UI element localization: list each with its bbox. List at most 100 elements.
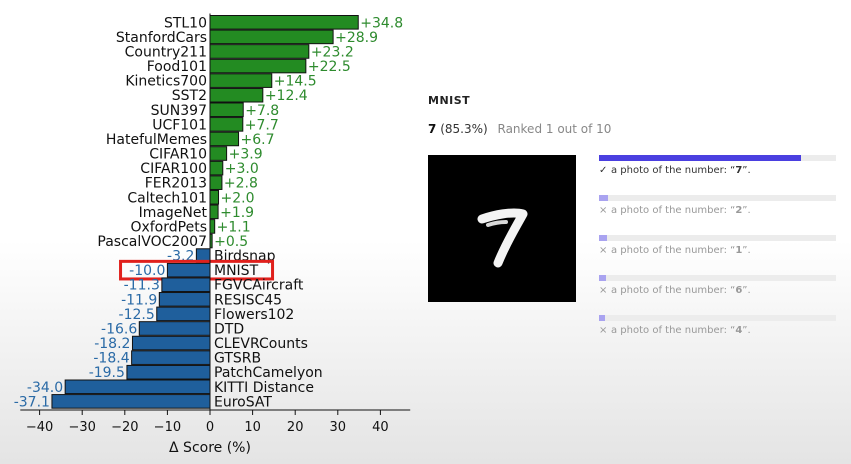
value-label: +1.1 xyxy=(217,219,251,235)
delta-score-bar-chart: STL10 +34.8 StanfordCars +28.9 Country211 +23… xyxy=(14,13,411,456)
value-label: -19.5 xyxy=(89,365,125,381)
caption-prefix: a photo of the number: “ xyxy=(611,245,736,256)
category-label: ImageNet xyxy=(139,205,208,221)
category-label: FER2013 xyxy=(145,176,207,192)
cross-icon: × xyxy=(599,325,608,336)
category-label: SUN397 xyxy=(151,103,207,119)
x-tick-label: 40 xyxy=(372,420,389,435)
value-label: -12.5 xyxy=(119,307,155,323)
value-label: +34.8 xyxy=(360,15,403,31)
bar-patchcamelyon xyxy=(126,364,211,380)
category-label: STL10 xyxy=(164,15,207,31)
score-bar xyxy=(599,235,608,241)
bar-caltech101 xyxy=(209,189,220,205)
caption-suffix: ”. xyxy=(742,245,751,256)
caption-label: ✓ a photo of the number: “7”. xyxy=(599,165,751,176)
value-label: +7.8 xyxy=(245,103,279,119)
bar-kinetics700 xyxy=(209,73,273,88)
mnist-digit-image xyxy=(428,155,576,302)
caption-label: × a photo of the number: “2”. xyxy=(599,205,751,216)
caption-value: 6 xyxy=(735,285,743,296)
dataset-title: MNIST xyxy=(428,94,471,107)
category-label: SST2 xyxy=(172,88,207,104)
bar-resisc45 xyxy=(158,292,211,307)
bar-sun397 xyxy=(209,102,244,118)
bar-cifar10 xyxy=(209,146,228,161)
score-bar xyxy=(599,275,607,281)
caption-prefix: a photo of the number: “ xyxy=(611,205,736,216)
category-label: DTD xyxy=(214,321,244,337)
x-tick-label: 10 xyxy=(244,420,261,435)
value-label: -16.6 xyxy=(101,321,137,337)
prediction-summary: 7 (85.3%) Ranked 1 out of 10 xyxy=(428,122,611,136)
score-track xyxy=(599,315,836,321)
bar-gtsrb xyxy=(131,350,211,365)
category-label: CIFAR100 xyxy=(140,161,207,177)
category-label: PascalVOC2007 xyxy=(97,234,207,250)
category-label: HatefulMemes xyxy=(106,132,207,148)
bar-mnist xyxy=(166,262,211,278)
caption-prefix: a photo of the number: “ xyxy=(611,165,736,176)
value-label: -34.0 xyxy=(27,380,63,396)
score-track xyxy=(599,155,836,161)
bar-flowers102 xyxy=(156,306,211,322)
bar-ucf101 xyxy=(209,117,244,132)
caption-label: × a photo of the number: “6”. xyxy=(599,285,751,296)
caption-prefix: a photo of the number: “ xyxy=(611,325,736,336)
value-label: +6.7 xyxy=(241,132,275,148)
bar-fgvcaircraft xyxy=(161,277,211,293)
caption-value: 1 xyxy=(735,245,743,256)
score-bar xyxy=(599,315,605,321)
value-label: +0.5 xyxy=(214,234,248,250)
bar-stanfordcars xyxy=(209,29,334,45)
value-label: -37.1 xyxy=(14,394,50,410)
prediction-confidence: (85.3%) xyxy=(440,122,488,136)
category-label: CIFAR10 xyxy=(149,147,207,163)
category-label: Flowers102 xyxy=(214,307,294,323)
category-label: UCF101 xyxy=(152,117,207,133)
bar-food101 xyxy=(209,58,307,74)
category-label: Caltech101 xyxy=(127,190,207,206)
category-label: RESISC45 xyxy=(214,292,282,308)
caption-prefix: a photo of the number: “ xyxy=(611,285,736,296)
bar-country211 xyxy=(209,44,310,59)
cross-icon: × xyxy=(599,285,608,296)
caption-suffix: ”. xyxy=(742,205,751,216)
bar-imagenet xyxy=(209,204,219,220)
bar-cifar100 xyxy=(209,160,224,176)
bar-eurosat xyxy=(51,394,211,409)
cross-icon: × xyxy=(599,245,608,256)
bar-kitti-distance xyxy=(64,379,211,395)
x-tick-label: 20 xyxy=(287,420,304,435)
value-label: -18.4 xyxy=(93,351,129,367)
category-label: KITTI Distance xyxy=(214,380,314,396)
x-tick-label: −20 xyxy=(111,420,138,435)
score-bar xyxy=(599,155,802,161)
caption-value: 7 xyxy=(735,165,743,176)
value-label: +3.0 xyxy=(225,161,259,177)
category-label: GTSRB xyxy=(214,351,261,367)
value-label: -18.2 xyxy=(94,336,130,352)
caption-value: 2 xyxy=(735,205,743,216)
score-track xyxy=(599,275,836,281)
category-label: MNIST xyxy=(214,263,259,279)
x-tick-label: 0 xyxy=(206,420,214,435)
x-tick-label: −40 xyxy=(26,420,53,435)
value-label: -10.0 xyxy=(129,263,165,279)
category-label: EuroSAT xyxy=(214,394,272,410)
bar-hatefulmemes xyxy=(209,131,240,147)
check-icon: ✓ xyxy=(599,165,608,176)
category-label: PatchCamelyon xyxy=(214,365,323,381)
bar-oxfordpets xyxy=(209,219,216,234)
caption-suffix: ”. xyxy=(742,165,751,176)
category-label: OxfordPets xyxy=(130,219,207,235)
value-label: +22.5 xyxy=(308,59,351,75)
category-label: Country211 xyxy=(125,44,207,60)
predicted-label: 7 xyxy=(428,122,437,136)
x-tick-label: 30 xyxy=(330,420,347,435)
bar-stl10 xyxy=(209,15,359,30)
caption-value: 4 xyxy=(735,325,743,336)
caption-label: × a photo of the number: “1”. xyxy=(599,245,751,256)
rank-text: Ranked 1 out of 10 xyxy=(497,122,612,136)
value-label: +2.8 xyxy=(224,176,258,192)
